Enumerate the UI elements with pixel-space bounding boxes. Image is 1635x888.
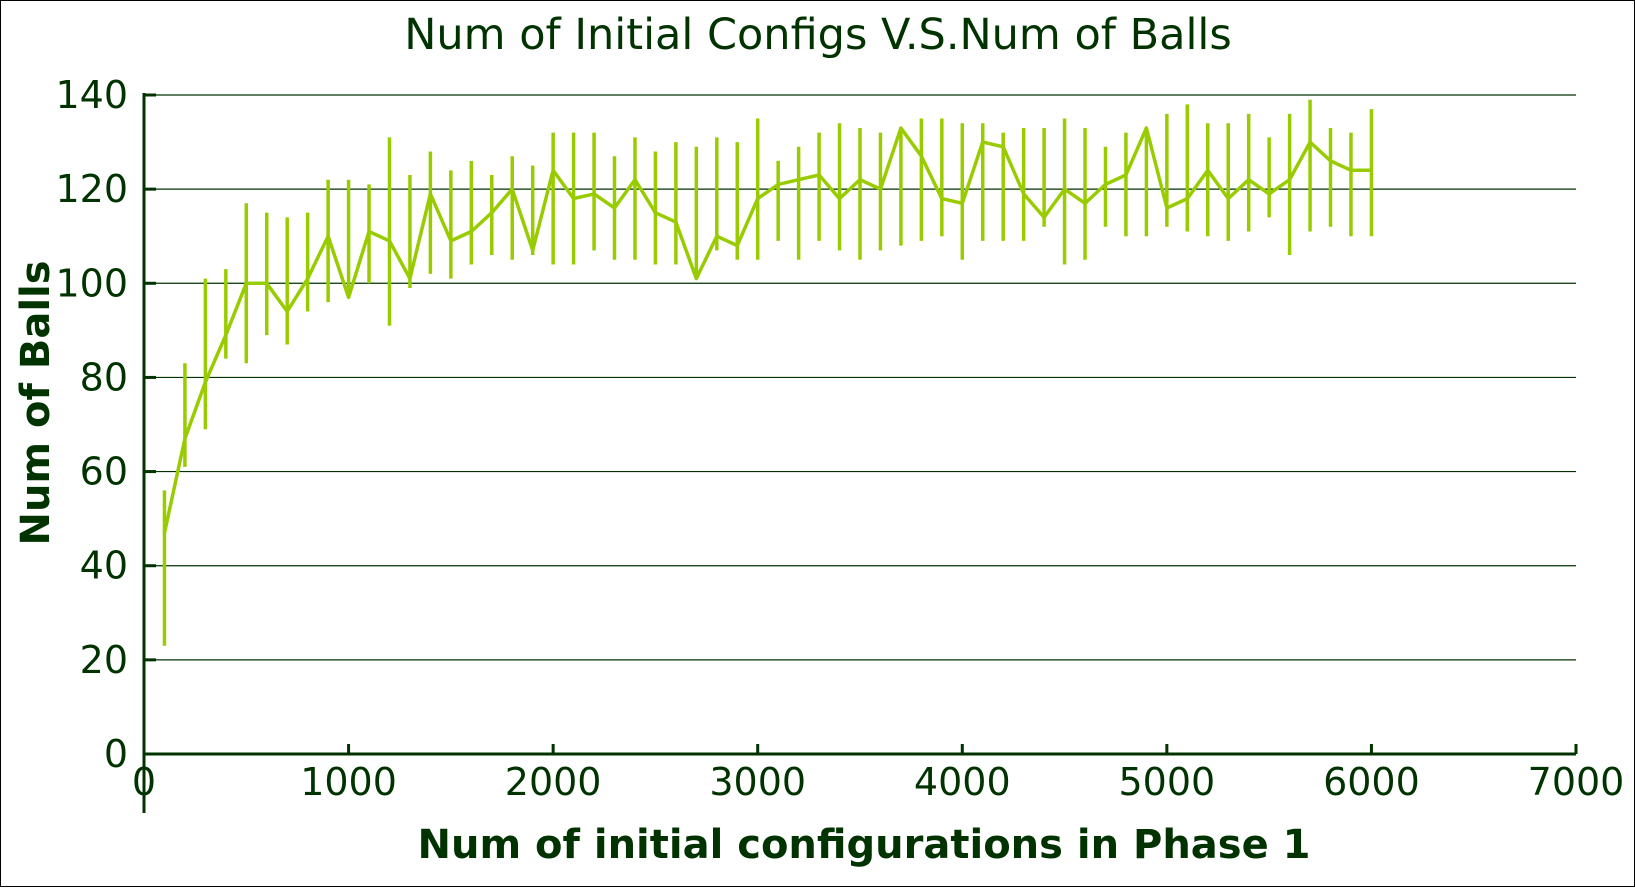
x-tick-label-7000: 7000 [1528, 760, 1625, 804]
x-tick-label-2000: 2000 [505, 760, 602, 804]
y-tick-label-40: 40 [80, 544, 128, 588]
y-tick-label-0: 0 [104, 732, 128, 776]
error-bars [162, 99, 1374, 646]
y-tick-label-100: 100 [55, 261, 128, 305]
y-tick-label-120: 120 [55, 167, 128, 211]
y-tick-label-60: 60 [80, 450, 128, 494]
x-tick-label-1000: 1000 [300, 760, 397, 804]
series-polyline [162, 126, 1374, 535]
y-tick-label-140: 140 [55, 73, 128, 117]
x-tick-label-6000: 6000 [1323, 760, 1420, 804]
x-tick-label-0: 0 [132, 760, 156, 804]
x-tick-label-4000: 4000 [914, 760, 1011, 804]
x-tick-label-5000: 5000 [1118, 760, 1215, 804]
axes: 0 20 40 60 80 100 120 140 0 1000 2000 3000 4000 5000 6… [55, 73, 1624, 813]
y-tick-label-20: 20 [80, 638, 128, 682]
x-axis-label: Num of initial configurations in Phase 1 [418, 822, 1311, 868]
y-axis-label: Num of Balls [13, 260, 59, 545]
chart-title: Num of Initial Configs V.S.Num of Balls [404, 10, 1232, 60]
series-line [162, 126, 1374, 535]
y-tick-label-80: 80 [80, 355, 128, 399]
x-tick-label-3000: 3000 [709, 760, 806, 804]
